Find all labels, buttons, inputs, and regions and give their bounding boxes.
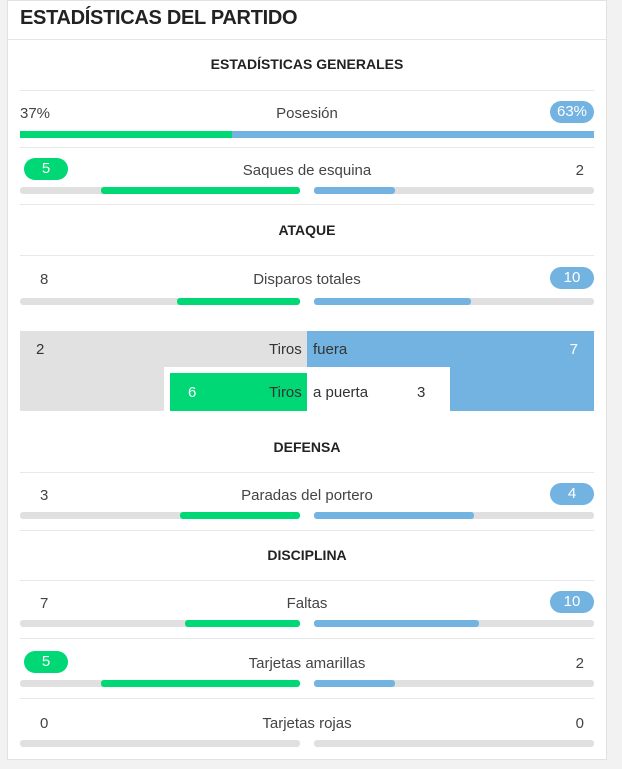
stat-label: Saques de esquina [242,162,372,179]
section-title-general: ESTADÍSTICAS GENERALES [210,56,404,72]
away-value-pill: 4 [550,483,594,505]
home-value-pill: 5 [24,158,68,180]
shots-on-home-value: 6 [188,384,197,401]
divider [20,255,594,256]
home-value: 37% [20,105,51,122]
away-bar-fill [314,187,395,194]
stat-row-possession: 37% Posesión 63% [20,101,594,139]
home-bar-track [20,620,300,627]
divider [20,472,594,473]
stat-label: Posesión [276,105,338,122]
shots-off-away-value: 7 [569,341,578,358]
home-bar-track [20,740,300,747]
stat-label: Tarjetas amarillas [248,655,366,672]
divider [20,580,594,581]
stat-label: Paradas del portero [241,487,373,504]
away-value-pill: 63% [550,101,594,123]
shots-off-label-right: fuera [313,341,348,358]
home-bar-fill [185,620,300,627]
shots-on-target-home-area [170,373,307,411]
away-bar-track [314,620,594,627]
shots-on-away-value: 3 [417,384,426,401]
stat-row-corners: 5 Saques de esquina 2 [20,158,594,196]
away-bar-fill [314,512,474,519]
stat-row-yellow-cards: 5 Tarjetas amarillas 2 [20,651,594,689]
away-value: 2 [575,162,584,179]
home-bar-fill [177,298,300,305]
shots-breakdown: 2 Tiros fuera 7 6 Tiros a puerta 3 [20,331,594,411]
home-bar-fill [180,512,300,519]
stat-row-fouls: 7 Faltas 10 [20,591,594,629]
stat-label: Faltas [286,595,328,612]
match-stats-card: ESTADÍSTICAS DEL PARTIDO ESTADÍSTICAS GE… [7,0,607,760]
divider [20,147,594,148]
home-possession-fill [20,131,232,138]
shots-on-label-right: a puerta [313,384,369,401]
home-value: 8 [40,271,49,288]
home-bar-fill [101,187,300,194]
away-bar-track [314,680,594,687]
shots-off-label-left: Tiros [269,341,302,358]
stat-row-total-shots: 8 Disparos totales 10 [20,267,594,305]
away-bar-fill [314,298,471,305]
away-value-pill: 10 [550,267,594,289]
section-title-attack: ATAQUE [278,222,336,238]
divider [20,638,594,639]
divider [20,90,594,91]
card-title: ESTADÍSTICAS DEL PARTIDO [20,7,298,29]
away-bar-track [314,298,594,305]
divider [20,530,594,531]
section-title-discipline: DISCIPLINA [267,547,347,563]
away-possession-fill [232,131,594,138]
shots-on-label-left: Tiros [269,384,302,401]
possession-bar [20,131,594,138]
stat-row-saves: 3 Paradas del portero 4 [20,483,594,521]
home-value: 3 [40,487,49,504]
stat-label: Disparos totales [253,271,361,288]
away-value-pill: 10 [550,591,594,613]
home-bar-track [20,680,300,687]
home-value: 7 [40,595,49,612]
section-title-defense: DEFENSA [273,439,341,455]
away-value: 2 [575,655,584,672]
away-bar-track [314,512,594,519]
away-bar-fill [314,620,479,627]
home-bar-track [20,512,300,519]
away-bar-track [314,187,594,194]
away-bar-fill [314,680,395,687]
home-bar-track [20,187,300,194]
home-value-pill: 5 [24,651,68,673]
divider [20,698,594,699]
stat-label: Tarjetas rojas [262,715,352,732]
away-bar-track [314,740,594,747]
divider [20,204,594,205]
home-bar-track [20,298,300,305]
home-bar-fill [101,680,300,687]
stat-row-red-cards: 0 Tarjetas rojas 0 [20,715,594,749]
away-value: 0 [575,715,584,732]
card-header: ESTADÍSTICAS DEL PARTIDO [8,1,606,40]
home-value: 0 [40,715,49,732]
shots-off-home-value: 2 [36,341,45,358]
